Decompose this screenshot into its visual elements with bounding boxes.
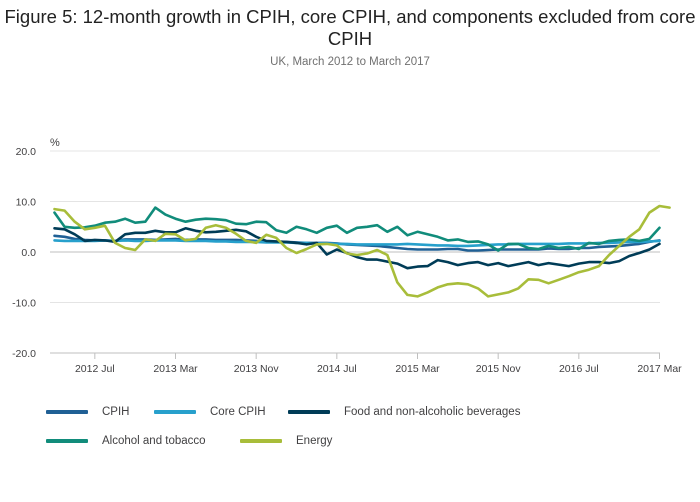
y-tick-label: 20.0 bbox=[16, 146, 37, 158]
x-tick-label: 2015 Nov bbox=[476, 363, 522, 375]
legend-label: Core CPIH bbox=[210, 406, 266, 418]
legend-item-cpih[interactable]: CPIH bbox=[46, 406, 129, 418]
chart-title: Figure 5: 12-month growth in CPIH, core … bbox=[4, 6, 696, 49]
y-axis-label: % bbox=[50, 137, 60, 149]
legend-swatch bbox=[46, 439, 88, 443]
y-tick-label: 10.0 bbox=[16, 197, 37, 209]
x-tick-label: 2013 Mar bbox=[153, 363, 198, 375]
legend-label: Food and non-alcoholic beverages bbox=[344, 406, 521, 418]
chart-subtitle: UK, March 2012 to March 2017 bbox=[270, 56, 430, 68]
legend-label: CPIH bbox=[102, 406, 130, 418]
series-line-alcohol-and-tobacco bbox=[53, 206, 661, 252]
x-tick-label: 2017 Mar bbox=[637, 363, 682, 375]
y-tick-label: -20.0 bbox=[12, 348, 36, 360]
y-tick-label: -10.0 bbox=[12, 298, 36, 310]
legend-item-core-cpih[interactable]: Core CPIH bbox=[154, 406, 266, 418]
x-tick-label: 2016 Jul bbox=[559, 363, 599, 375]
series-line-energy bbox=[53, 204, 671, 298]
legend-label: Alcohol and tobacco bbox=[102, 435, 206, 447]
y-tick-label: 0.0 bbox=[21, 247, 36, 259]
legend-swatch bbox=[46, 410, 88, 414]
x-tick-label: 2015 Mar bbox=[395, 363, 440, 375]
x-tick-label: 2014 Jul bbox=[317, 363, 357, 375]
legend-swatch bbox=[288, 410, 330, 414]
legend-swatch bbox=[240, 439, 282, 443]
x-tick-label: 2012 Jul bbox=[75, 363, 115, 375]
x-tick-label: 2013 Nov bbox=[234, 363, 280, 375]
legend-label: Energy bbox=[296, 435, 333, 447]
legend-swatch bbox=[154, 410, 196, 414]
legend-item-alcohol-and-tobacco[interactable]: Alcohol and tobacco bbox=[46, 435, 206, 447]
legend-item-energy[interactable]: Energy bbox=[240, 435, 332, 447]
series-line-food-and-non-alcoholic-beverages bbox=[53, 227, 661, 270]
legend-item-food-and-non-alcoholic-beverages[interactable]: Food and non-alcoholic beverages bbox=[288, 406, 520, 418]
